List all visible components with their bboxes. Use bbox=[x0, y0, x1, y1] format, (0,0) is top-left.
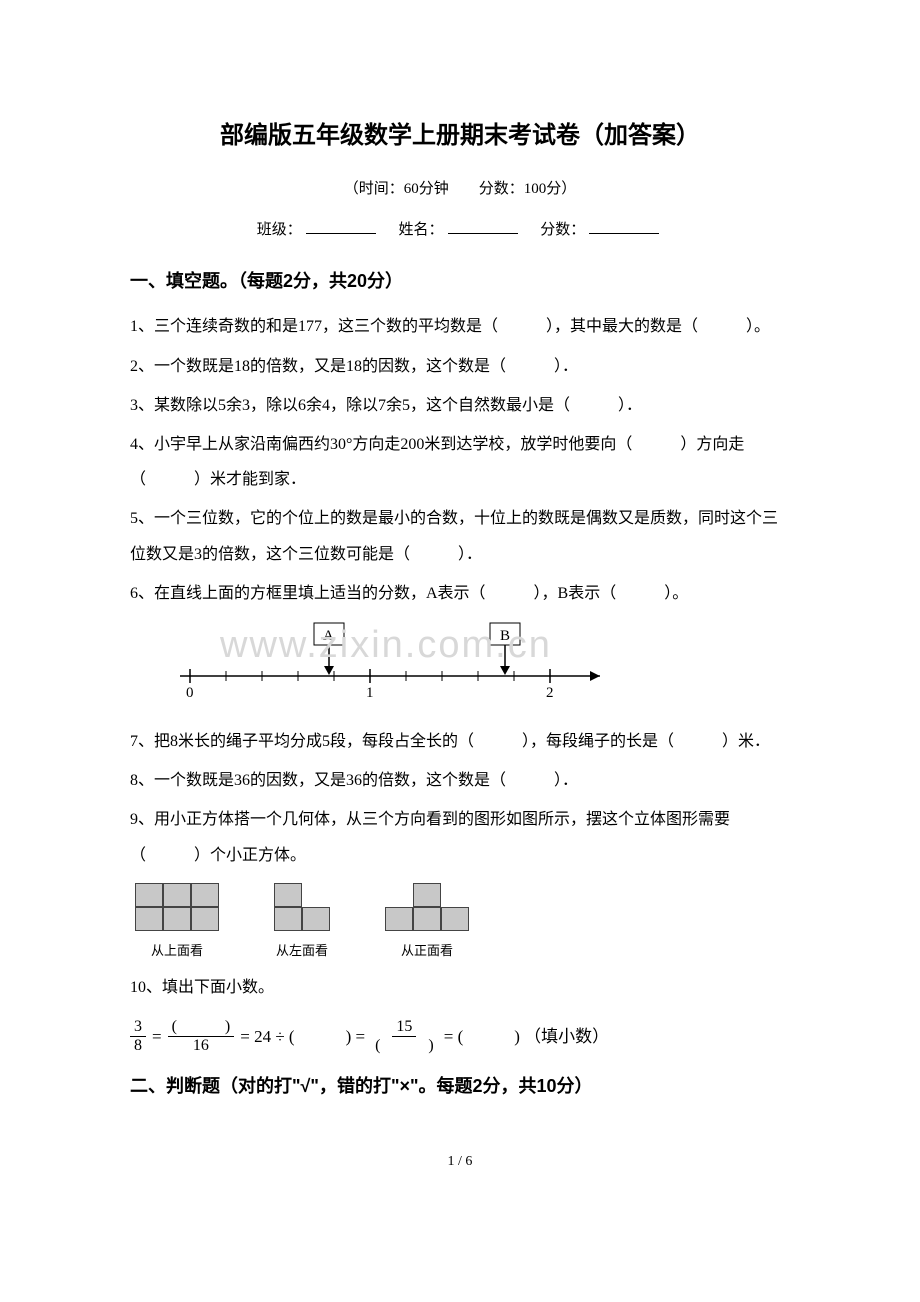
label-B: B bbox=[500, 628, 510, 644]
number-line-figure: 0 1 2 A B bbox=[170, 621, 790, 714]
question-5: 5、一个三位数，它的个位上的数是最小的合数，十位上的数既是偶数又是质数，同时这个… bbox=[130, 501, 790, 571]
class-label: 班级： bbox=[257, 222, 302, 238]
page-number: 1 / 6 bbox=[130, 1147, 790, 1178]
name-label: 姓名： bbox=[398, 222, 443, 238]
fraction-2: ( ) 16 bbox=[168, 1018, 235, 1054]
section1-header: 一、填空题。（每题2分，共20分） bbox=[130, 262, 790, 302]
page-subtitle: （时间：60分钟 分数：100分） bbox=[130, 173, 790, 206]
tick-1: 1 bbox=[366, 685, 374, 701]
name-blank bbox=[448, 233, 518, 234]
cube-view-front: 从正面看 bbox=[385, 883, 469, 966]
fraction-1: 3 8 bbox=[130, 1018, 146, 1054]
cube-label-left: 从左面看 bbox=[276, 937, 328, 966]
question-10: 10、填出下面小数。 bbox=[130, 970, 790, 1005]
tick-2: 2 bbox=[546, 685, 554, 701]
cube-label-front: 从正面看 bbox=[401, 937, 453, 966]
label-A: A bbox=[323, 628, 334, 644]
cube-view-left: 从左面看 bbox=[274, 883, 330, 966]
section2-header: 二、判断题（对的打"√"，错的打"×"。每题2分，共10分） bbox=[130, 1067, 790, 1107]
question-9: 9、用小正方体搭一个几何体，从三个方向看到的图形如图所示，摆这个立体图形需要（ … bbox=[130, 802, 790, 872]
cube-views: 从上面看 从左面看 从正面看 bbox=[135, 883, 790, 966]
page-content: 部编版五年级数学上册期末考试卷（加答案） （时间：60分钟 分数：100分） 班… bbox=[130, 110, 790, 1177]
page-title: 部编版五年级数学上册期末考试卷（加答案） bbox=[130, 110, 790, 163]
info-line: 班级： 姓名： 分数： bbox=[130, 214, 790, 247]
score-label: 分数： bbox=[540, 222, 585, 238]
question-2: 2、一个数既是18的倍数，又是18的因数，这个数是（ ）． bbox=[130, 349, 790, 384]
cube-view-top: 从上面看 bbox=[135, 883, 219, 966]
cube-label-top: 从上面看 bbox=[151, 937, 203, 966]
question-1: 1、三个连续奇数的和是177，这三个数的平均数是（ ），其中最大的数是（ ）。 bbox=[130, 309, 790, 344]
class-blank bbox=[306, 233, 376, 234]
question-3: 3、某数除以5余3，除以6余4，除以7余5，这个自然数最小是（ ）． bbox=[130, 388, 790, 423]
question-7: 7、把8米长的绳子平均分成5段，每段占全长的（ ），每段绳子的长是（ ）米． bbox=[130, 724, 790, 759]
equation-q10: 3 8 = ( ) 16 = 24 ÷ ( ) = 15 ( ) = ( ) （… bbox=[130, 1018, 790, 1055]
question-8: 8、一个数既是36的因数，又是36的倍数，这个数是（ ）． bbox=[130, 763, 790, 798]
question-4: 4、小宇早上从家沿南偏西约30°方向走200米到达学校，放学时他要向（ ）方向走… bbox=[130, 427, 790, 497]
fraction-3: 15 ( ) bbox=[371, 1018, 438, 1054]
question-6: 6、在直线上面的方框里填上适当的分数，A表示（ ），B表示（ ）。 bbox=[130, 576, 790, 611]
score-blank bbox=[589, 233, 659, 234]
tick-0: 0 bbox=[186, 685, 194, 701]
